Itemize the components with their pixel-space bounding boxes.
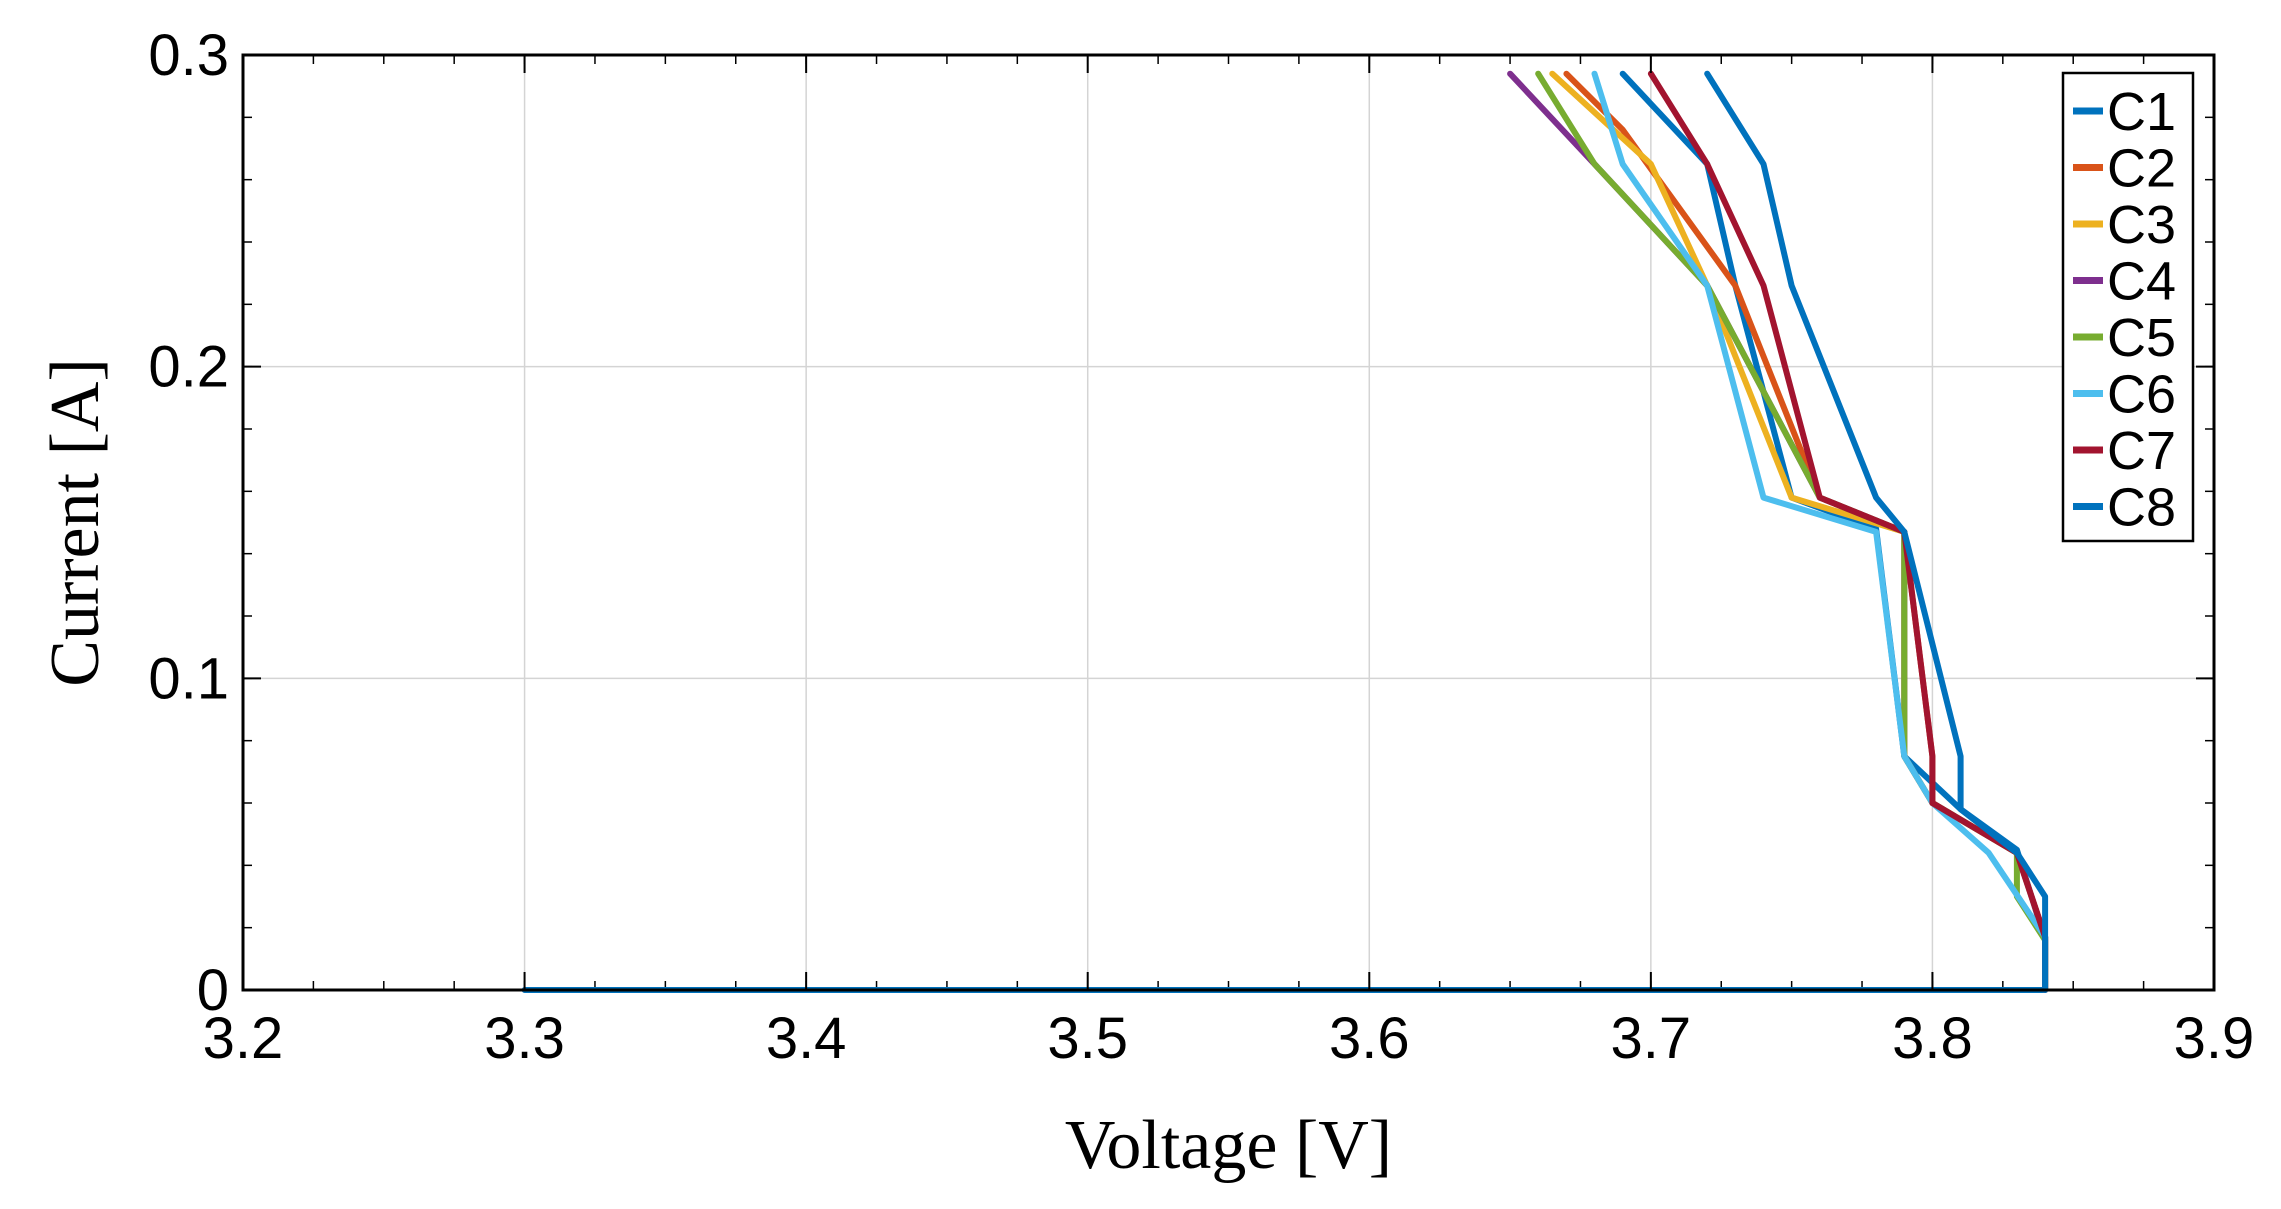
legend-box xyxy=(2061,71,2195,543)
legend-label: C4 xyxy=(2107,252,2176,312)
x-tick-label: 3.7 xyxy=(1611,1006,1692,1071)
y-tick-label: 0 xyxy=(197,958,229,1023)
x-tick-label: 3.8 xyxy=(1892,1006,1973,1071)
x-tick-label: 3.9 xyxy=(2174,1006,2255,1071)
x-tick-label: 3.4 xyxy=(766,1006,847,1071)
legend-label: C2 xyxy=(2107,139,2176,199)
plot-area-frame xyxy=(241,53,2216,992)
data-series xyxy=(521,70,2049,993)
legend-label: C1 xyxy=(2107,82,2176,142)
y-tick-label: 0.2 xyxy=(148,335,229,400)
series-line-c8 xyxy=(1704,70,2049,993)
series-line-c7 xyxy=(1647,70,2049,993)
series-line-c6 xyxy=(1591,70,2049,993)
x-tick-label: 3.5 xyxy=(1047,1006,1128,1071)
legend-label: C5 xyxy=(2107,308,2176,368)
legend-label: C6 xyxy=(2107,365,2176,425)
x-tick-label: 3.3 xyxy=(484,1006,565,1071)
x-tick-labels: 3.2 3.3 3.4 3.5 3.6 3.7 3.8 3.9 xyxy=(203,1006,2255,1071)
y-axis-title: Current [A] xyxy=(37,358,114,687)
axis-ticks xyxy=(242,54,2215,991)
legend-label: C7 xyxy=(2107,421,2176,481)
x-tick-label: 3.6 xyxy=(1329,1006,1410,1071)
x-tick-label: 3.2 xyxy=(203,1006,284,1071)
y-tick-label: 0.3 xyxy=(148,23,229,88)
x-axis-title: Voltage [V] xyxy=(1065,1107,1392,1184)
y-tick-labels: 0 0.1 0.2 0.3 xyxy=(148,23,229,1023)
y-tick-label: 0.1 xyxy=(148,646,229,711)
legend-label: C8 xyxy=(2107,478,2176,538)
legend-label: C3 xyxy=(2107,195,2176,255)
